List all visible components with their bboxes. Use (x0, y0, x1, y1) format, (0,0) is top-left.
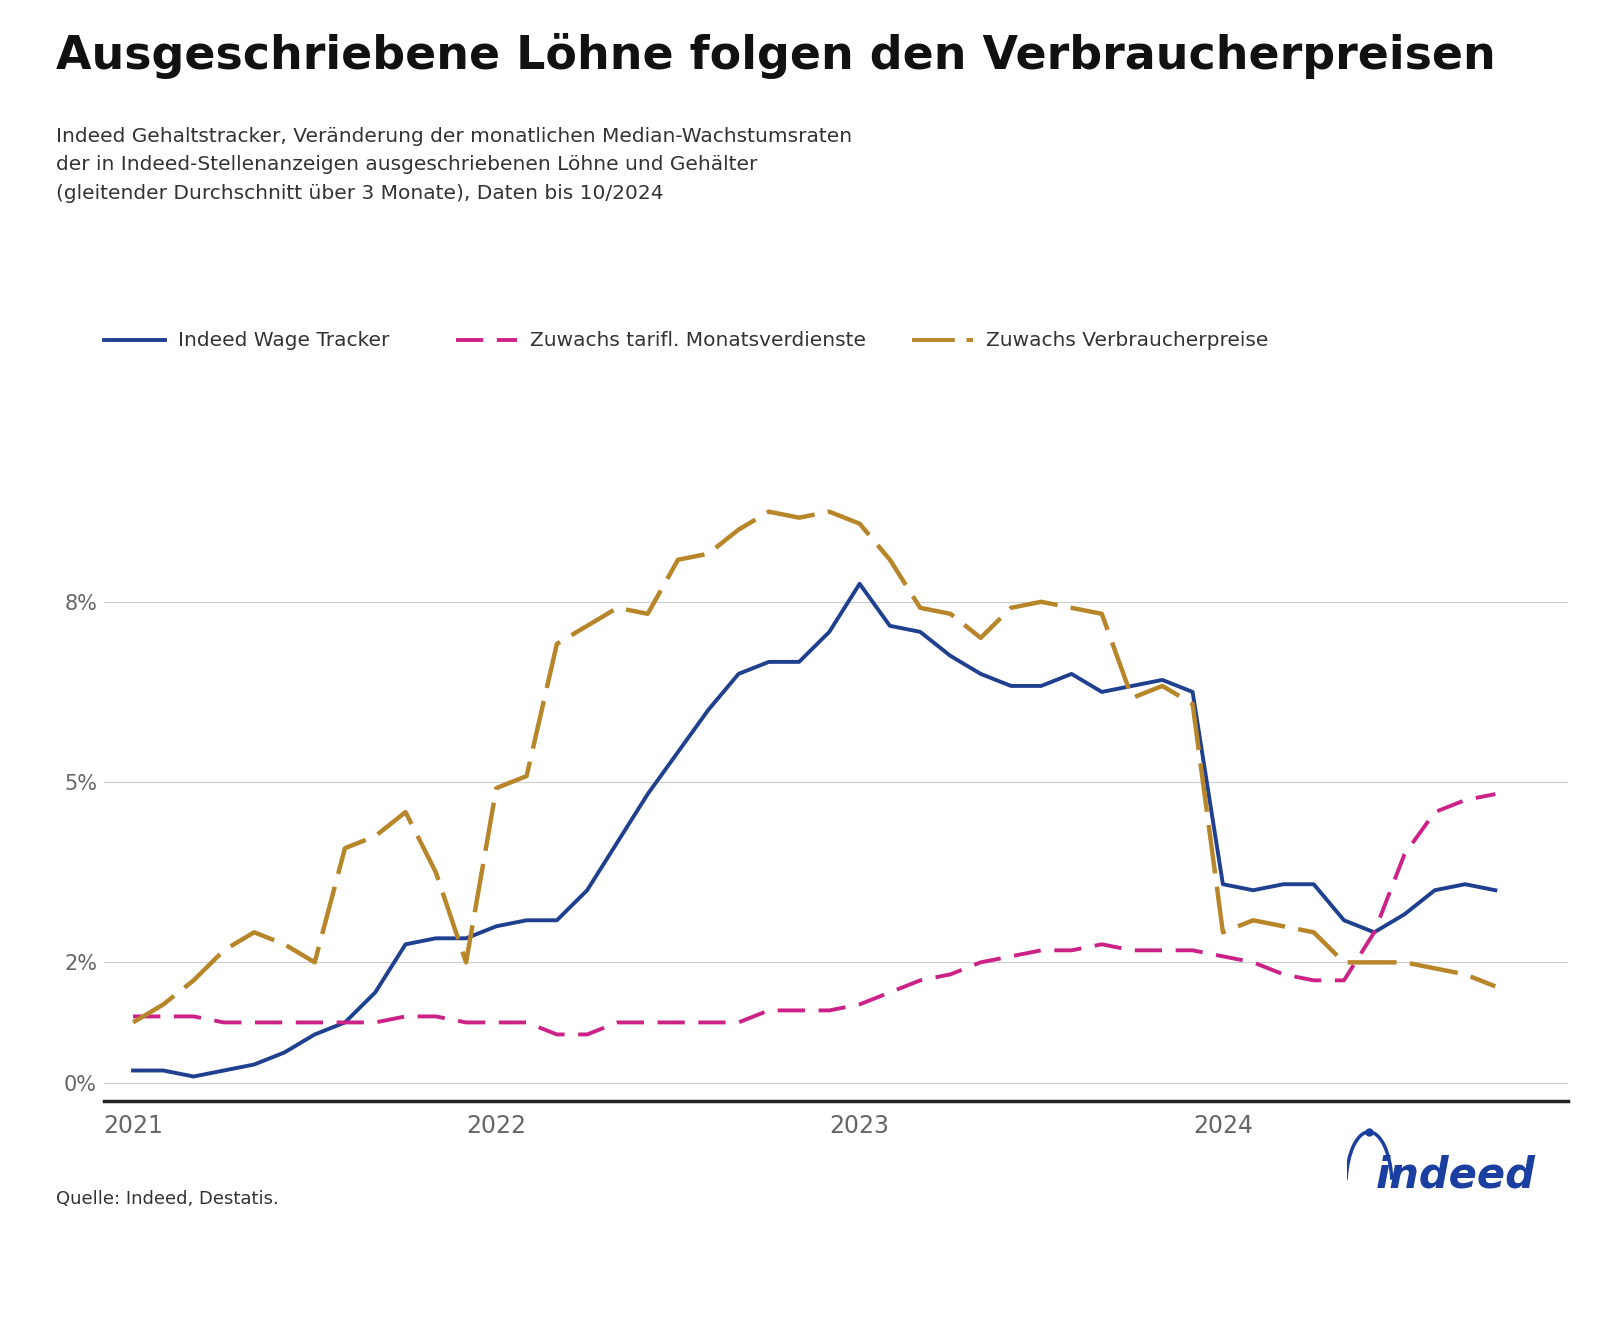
Text: indeed: indeed (1376, 1154, 1536, 1197)
Text: Quelle: Indeed, Destatis.: Quelle: Indeed, Destatis. (56, 1190, 278, 1207)
Text: Indeed Wage Tracker: Indeed Wage Tracker (178, 331, 389, 350)
Text: Zuwachs Verbraucherpreise: Zuwachs Verbraucherpreise (986, 331, 1267, 350)
Text: Indeed Gehaltstracker, Veränderung der monatlichen Median-Wachstumsraten
der in : Indeed Gehaltstracker, Veränderung der m… (56, 127, 853, 203)
Text: Ausgeschriebene Löhne folgen den Verbraucherpreisen: Ausgeschriebene Löhne folgen den Verbrau… (56, 33, 1496, 79)
Text: Zuwachs tarifl. Monatsverdienste: Zuwachs tarifl. Monatsverdienste (530, 331, 866, 350)
Text: Berechnung der jährlichen Wachstumsraten auf Basis der entsprechenden Indizes.: Berechnung der jährlichen Wachstumsraten… (35, 1290, 781, 1309)
